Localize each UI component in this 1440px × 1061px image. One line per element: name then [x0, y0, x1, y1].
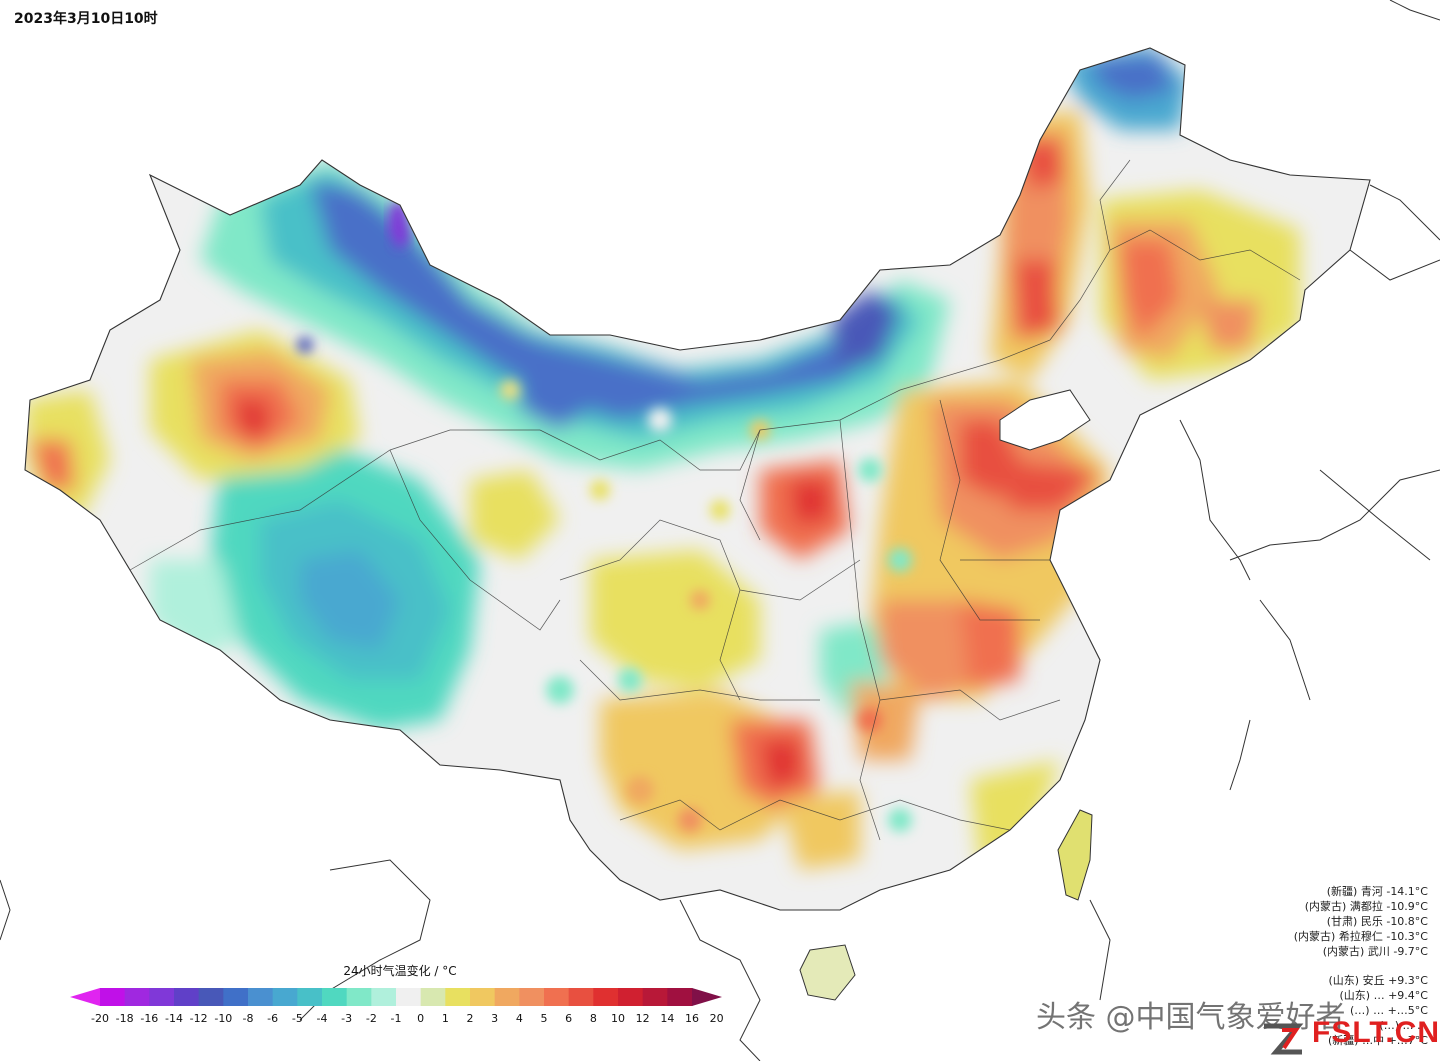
stat-row: (甘肃) 民乐 -10.8°C	[1326, 915, 1428, 928]
legend-tick-label: -8	[242, 1012, 254, 1025]
legend-swatch	[494, 988, 520, 1006]
legend-swatch	[371, 988, 397, 1006]
legend-swatch	[174, 988, 200, 1006]
china-borders	[24, 47, 1371, 911]
stat-row: (新疆) …中 +…7°C	[1328, 1034, 1428, 1047]
legend-tick-label: 6	[565, 1012, 573, 1025]
legend-swatch	[346, 988, 372, 1006]
legend-swatch	[198, 988, 224, 1006]
legend-title: 24小时气温变化 / °C	[343, 964, 457, 978]
stat-row: (内蒙古) 武川 -9.7°C	[1322, 945, 1428, 958]
legend-tick-label: -6	[267, 1012, 279, 1025]
map-title: 2023年3月10日10时	[14, 11, 158, 27]
legend-tick-label: -4	[316, 1012, 328, 1025]
legend-tick-label: 12	[635, 1012, 650, 1025]
legend-tick-label: 20	[709, 1012, 724, 1025]
legend-tick-label: -18	[115, 1012, 134, 1025]
legend-tick-label: -3	[341, 1012, 353, 1025]
stat-row: (山东) … +9.4°C	[1339, 989, 1429, 1002]
station-statistics: (新疆) 青河 -14.1°C (内蒙古) 满都拉 -10.9°C (甘肃) 民…	[1262, 884, 1428, 1048]
legend-swatch	[544, 988, 570, 1006]
color-legend: 24小时气温变化 / °C -20 -18 -16 -14 -12 -10 -8 -6 -5 -4…	[70, 962, 724, 1032]
legend-swatch	[396, 988, 422, 1006]
legend-tick-label: 3	[491, 1012, 499, 1025]
legend-ticks: -20 -18 -16 -14 -12 -10 -8 -6 -5 -4 -3 -2 -1 0 1 2 3 4 5 6 8…	[70, 1012, 724, 1028]
islands	[799, 809, 1093, 1001]
legend-swatch	[223, 988, 249, 1006]
legend-swatch	[248, 988, 274, 1006]
legend-swatch	[470, 988, 496, 1006]
legend-tick-label: -14	[165, 1012, 183, 1025]
legend-swatch	[568, 988, 594, 1006]
legend-tick-label: -16	[140, 1012, 159, 1025]
legend-swatch	[322, 988, 348, 1006]
site-logo: FSLT.CN	[1312, 1016, 1440, 1049]
legend-tick-label: 2	[466, 1012, 474, 1025]
legend-arrow-low	[70, 988, 100, 1006]
legend-tick-label: -10	[214, 1012, 233, 1025]
legend-tick-label: -5	[291, 1012, 303, 1025]
legend-tick-label: 1	[441, 1012, 449, 1025]
legend-swatch	[124, 988, 150, 1006]
legend-tick-label: 5	[540, 1012, 548, 1025]
stat-row: (内蒙古) 希拉穆仁 -10.3°C	[1293, 930, 1428, 943]
stat-row: (内蒙古) 满都拉 -10.9°C	[1304, 900, 1428, 913]
legend-swatch	[445, 988, 471, 1006]
stat-row: (山东) 安丘 +9.3°C	[1328, 974, 1429, 987]
legend-swatch	[149, 988, 175, 1006]
legend-swatch	[618, 988, 644, 1006]
legend-swatch	[642, 988, 668, 1006]
legend-swatch	[272, 988, 298, 1006]
stat-row: (…) … +…5°C	[1350, 1004, 1428, 1017]
legend-swatch	[667, 988, 693, 1006]
legend-tick-label: -1	[390, 1012, 402, 1025]
stat-row: (…) … …	[1379, 1019, 1428, 1032]
legend-tick-label: -2	[365, 1012, 377, 1025]
legend-swatch	[297, 988, 323, 1006]
legend-tick-label: -20	[91, 1012, 109, 1025]
legend-swatch	[100, 988, 126, 1006]
legend-colorbar	[70, 988, 722, 1006]
legend-arrow-high	[692, 988, 722, 1006]
legend-swatch	[519, 988, 545, 1006]
logo-icon	[1264, 1023, 1304, 1055]
legend-tick-label: 0	[417, 1012, 425, 1025]
legend-tick-label: 16	[685, 1012, 699, 1025]
legend-tick-label: -12	[189, 1012, 208, 1025]
legend-swatch	[420, 988, 446, 1006]
legend-tick-label: 10	[611, 1012, 625, 1025]
legend-swatch	[593, 988, 619, 1006]
legend-tick-label: 8	[589, 1012, 597, 1025]
legend-tick-label: 14	[660, 1012, 675, 1025]
legend-tick-label: 4	[515, 1012, 523, 1025]
stat-row: (新疆) 青河 -14.1°C	[1326, 885, 1428, 898]
